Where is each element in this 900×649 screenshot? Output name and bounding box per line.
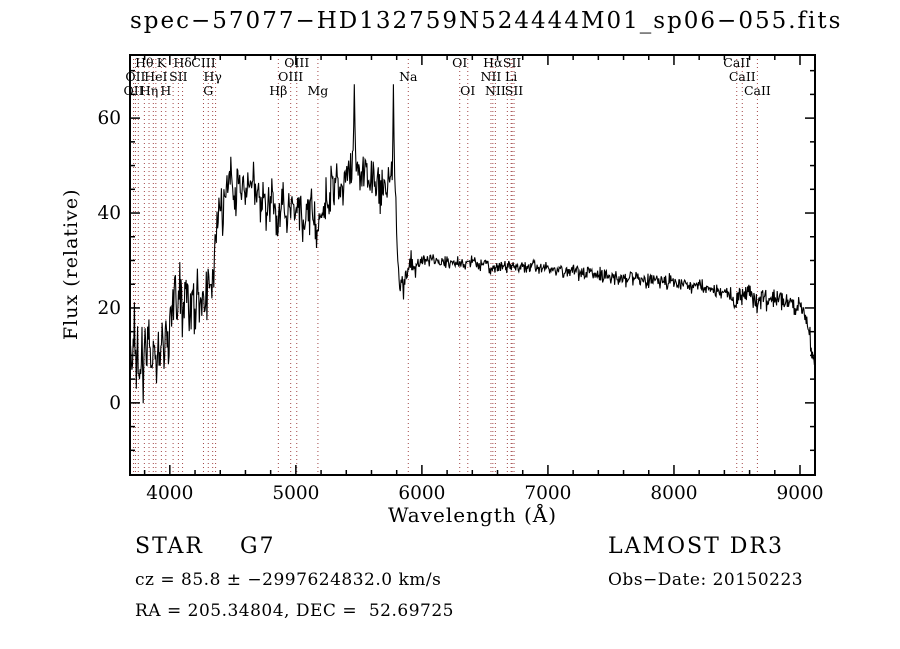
y-tick-labels: 0 20 40 60 [97, 108, 121, 414]
feature-label: Na [399, 69, 418, 84]
feature-label: NII [481, 69, 502, 84]
ra-dec-text: RA = 205.34804, DEC = 52.69725 [135, 601, 454, 621]
object-class-label: STAR G7 [135, 534, 276, 559]
feature-label: OII [123, 83, 143, 98]
feature-label: K [157, 55, 167, 70]
x-tick-label: 5000 [272, 483, 319, 504]
feature-label: Hα [483, 55, 503, 70]
feature-label: G [203, 83, 213, 98]
feature-label: CaII [744, 83, 771, 98]
x-tick-label: 9000 [776, 483, 823, 504]
feature-label: OIII [284, 55, 309, 70]
plot-frame [129, 54, 816, 476]
feature-label: Hγ [203, 69, 221, 84]
feature-label: OIII [278, 69, 303, 84]
feature-label: SII [505, 83, 524, 98]
feature-label: Hβ [269, 83, 287, 98]
cz-velocity-text: cz = 85.8 ± −2997624832.0 km/s [135, 570, 442, 590]
feature-label: NII [485, 83, 506, 98]
feature-label: CaII [723, 55, 750, 70]
y-tick-label: 20 [97, 298, 121, 319]
x-axis-label: Wavelength (Å) [387, 503, 558, 527]
x-tick-label: 6000 [398, 483, 445, 504]
y-tick-label: 0 [109, 393, 121, 414]
feature-label: CIII [191, 55, 215, 70]
feature-label: OI [452, 55, 467, 70]
x-tick-label: 7000 [524, 483, 571, 504]
obs-date-text: Obs−Date: 20150223 [608, 570, 804, 590]
feature-label: Hη [140, 83, 158, 98]
x-tick-labels: 4000 5000 6000 7000 8000 9000 [146, 483, 823, 504]
feature-label: SII [169, 69, 188, 84]
feature-label: OII [125, 69, 145, 84]
x-tick-label: 4000 [146, 483, 193, 504]
feature-label: SII [503, 55, 522, 70]
spectrum-line [130, 84, 815, 404]
feature-label: Li [505, 69, 517, 84]
y-tick-label: 40 [97, 203, 121, 224]
feature-label: OI [460, 83, 475, 98]
plot-title: spec−57077−HD132759N524444M01_sp06−055.f… [130, 8, 843, 34]
feature-label: CaII [729, 69, 756, 84]
feature-label: Hθ [135, 55, 153, 70]
x-tick-label: 8000 [650, 483, 697, 504]
feature-label: H [160, 83, 171, 98]
feature-label: Hδ [173, 55, 191, 70]
survey-release-label: LAMOST DR3 [608, 534, 784, 559]
feature-label: Mg [308, 83, 329, 98]
feature-label: HeI [144, 69, 167, 84]
axis-ticks [130, 55, 815, 475]
y-tick-label: 60 [97, 108, 121, 129]
